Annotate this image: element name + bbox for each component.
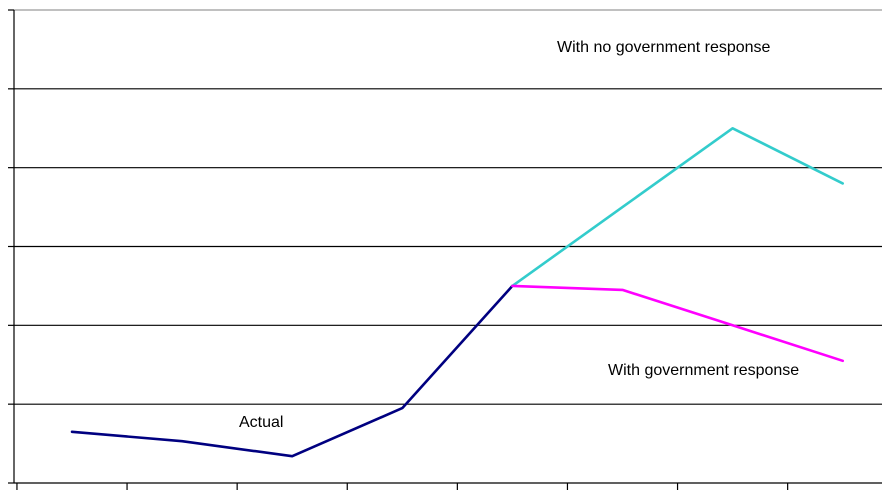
- annotation-no-government-response: With no government response: [557, 39, 771, 56]
- annotation-actual: Actual: [239, 414, 283, 431]
- series-line-2: [511, 284, 845, 363]
- series-line-0: [70, 284, 514, 458]
- annotation-government-response: With government response: [608, 362, 799, 379]
- gridlines: [14, 9, 882, 405]
- annotations: Actual With no government response With …: [239, 39, 799, 431]
- axes: [8, 9, 882, 490]
- series-lines: [70, 127, 845, 458]
- series-line-1: [511, 127, 845, 288]
